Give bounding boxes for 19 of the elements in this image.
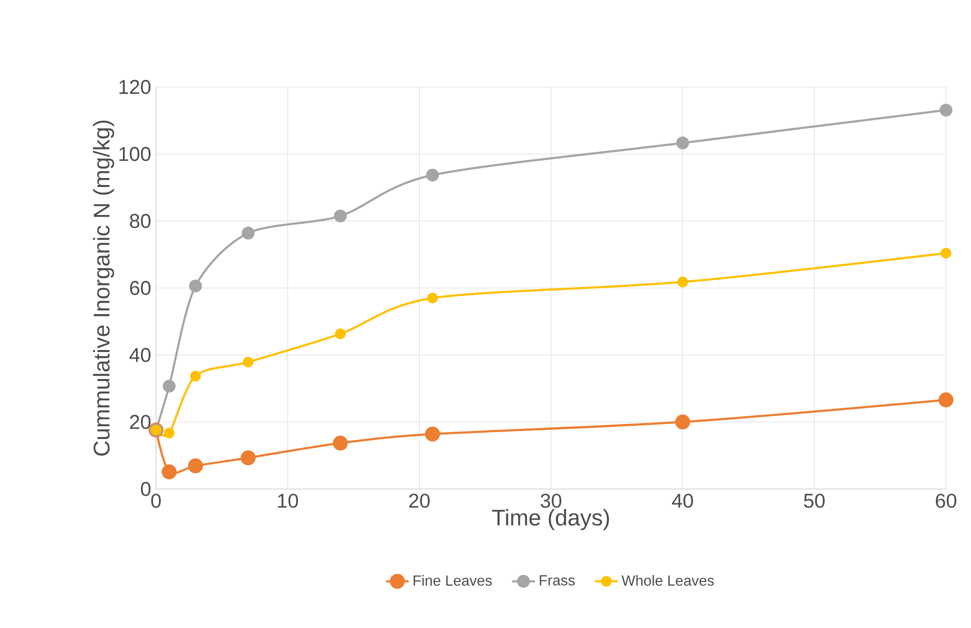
y-tick-label: 0	[140, 482, 151, 496]
y-axis-title: Cummulative Inorganic N (mg/kg)	[92, 120, 114, 456]
x-axis-title: Time (days)	[492, 509, 609, 530]
y-tick-label: 100	[119, 146, 150, 162]
y-tick-label: 20	[130, 414, 151, 430]
y-tick-label: 60	[130, 280, 151, 296]
y-tick-label: 120	[119, 80, 150, 94]
x-tick-label: 60	[936, 494, 956, 508]
legend-label: Frass	[540, 575, 575, 586]
x-tick-label: 50	[804, 494, 825, 508]
y-tick-label: 40	[130, 348, 151, 362]
x-tick-label: 0	[151, 494, 161, 508]
x-tick-label: 40	[672, 494, 693, 508]
y-tick-label: 80	[130, 214, 151, 228]
legend-label: Whole Leaves	[622, 574, 714, 586]
x-tick-label: 20	[409, 494, 430, 508]
x-tick-label: 30	[540, 494, 562, 508]
x-tick-label: 10	[278, 494, 298, 508]
legend-label: Fine Leaves	[414, 574, 492, 586]
